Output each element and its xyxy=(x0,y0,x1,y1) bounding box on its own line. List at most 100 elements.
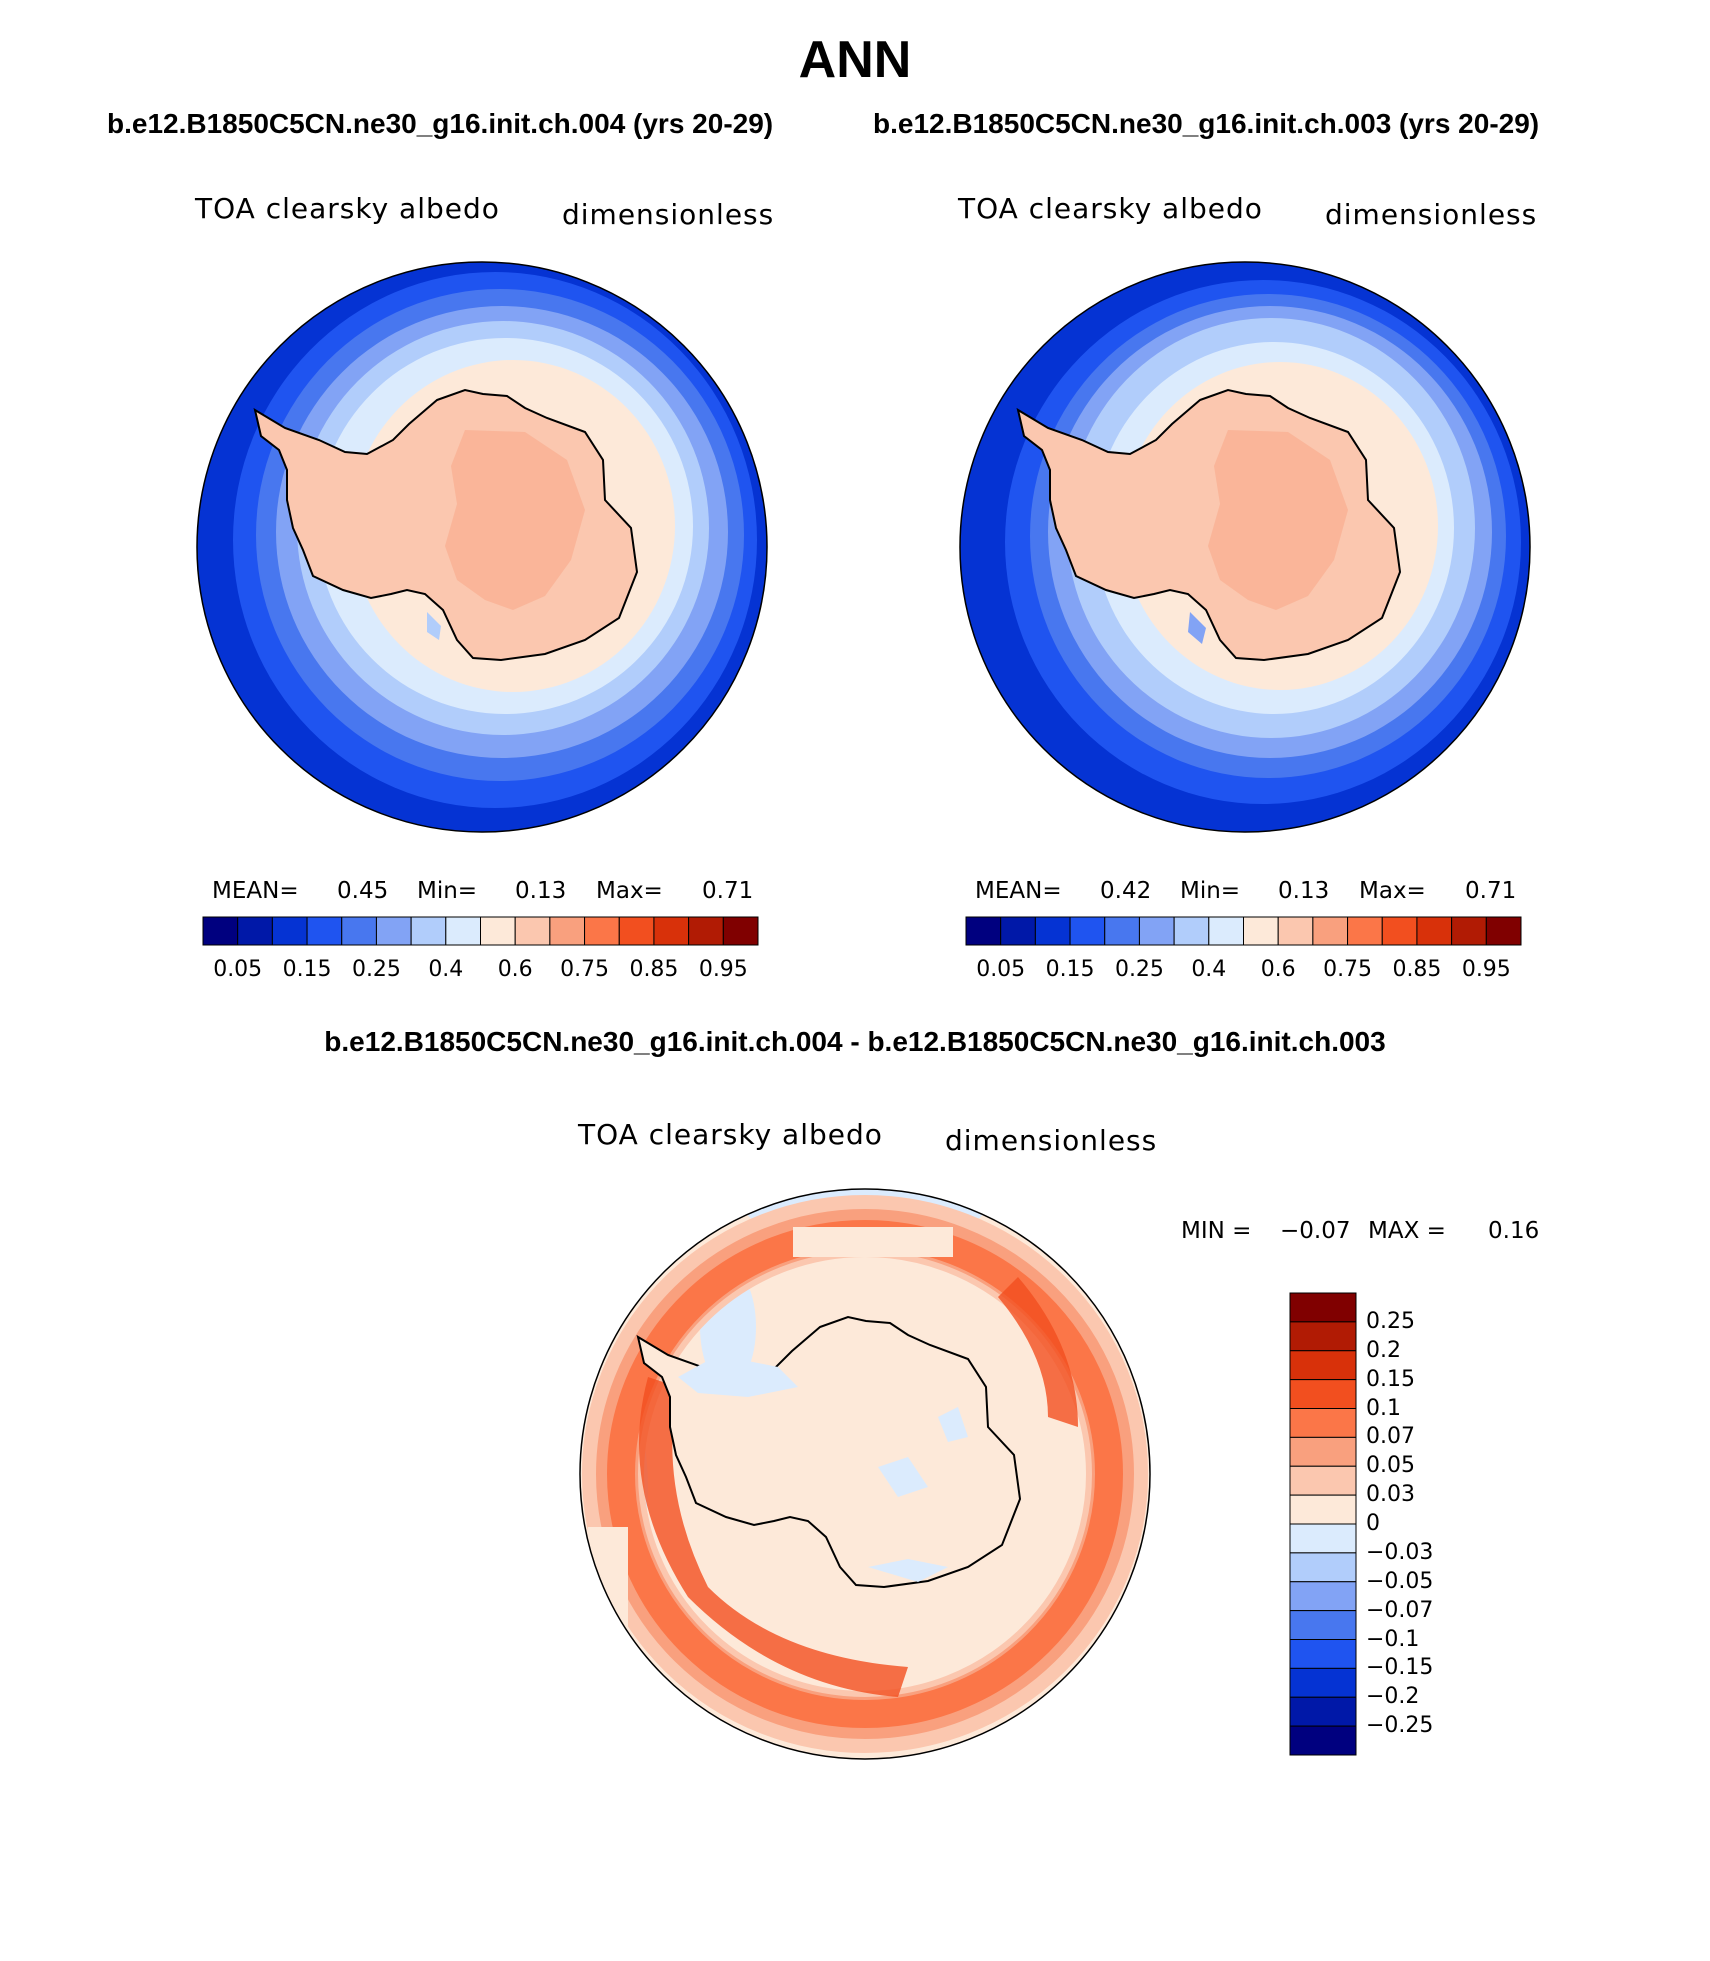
control-colorbar-box xyxy=(1138,916,1175,946)
diff-colorbar-tick-label: 0.07 xyxy=(1366,1424,1415,1450)
control-mean-label: MEAN= xyxy=(975,878,1062,904)
control-variable-label: TOA clearsky albedo xyxy=(958,192,1263,225)
diff-min-value: −0.07 xyxy=(1280,1218,1351,1244)
diff-colorbar-tick-label: 0.03 xyxy=(1366,1482,1415,1508)
control-colorbar-box xyxy=(1208,916,1244,946)
control-colorbar-box xyxy=(1069,916,1106,946)
difference-polar-map xyxy=(579,1188,1151,1760)
diff-colorbar-box xyxy=(1289,1725,1357,1756)
diff-max-label: MAX = xyxy=(1368,1218,1446,1244)
diff-colorbar-tick-label: 0.05 xyxy=(1366,1453,1415,1479)
case-colorbar-box xyxy=(549,916,586,946)
case-colorbar-tick-label: 0.15 xyxy=(282,957,332,982)
control-colorbar-tick-label: 0.75 xyxy=(1323,957,1373,982)
case-max-value: 0.71 xyxy=(702,878,754,904)
case-colorbar-tick-label: 0.6 xyxy=(497,957,533,982)
control-colorbar-box xyxy=(1381,916,1418,946)
control-max-value: 0.71 xyxy=(1465,878,1517,904)
diff-colorbar-tick-label: −0.25 xyxy=(1366,1713,1434,1739)
control-colorbar-tick-label: 0.6 xyxy=(1260,957,1296,982)
diff-colorbar-tick-label: −0.07 xyxy=(1366,1597,1434,1623)
diff-max-value: 0.16 xyxy=(1488,1218,1540,1244)
control-units-label: dimensionless xyxy=(1325,198,1538,231)
case-colorbar-tick-label: 0.95 xyxy=(698,957,748,982)
control-colorbar-box xyxy=(1104,916,1140,946)
control-colorbar-tick-label: 0.4 xyxy=(1191,957,1227,982)
diff-colorbar-box xyxy=(1289,1581,1357,1612)
control-colorbar-box xyxy=(1034,916,1071,946)
case-colorbar-box xyxy=(514,916,551,946)
diff-colorbar-box xyxy=(1289,1436,1357,1467)
case-colorbar-tick-label: 0.85 xyxy=(629,957,679,982)
case-colorbar-box xyxy=(584,916,620,946)
diff-colorbar-tick-label: −0.1 xyxy=(1366,1626,1420,1652)
case-colorbar-box xyxy=(480,916,516,946)
case-colorbar-box xyxy=(237,916,273,946)
diff-colorbar-tick-label: −0.15 xyxy=(1366,1655,1434,1681)
case-min-value: 0.13 xyxy=(515,878,567,904)
control-colorbar-tick-label: 0.85 xyxy=(1392,957,1442,982)
case-run-title: b.e12.B1850C5CN.ne30_g16.init.ch.004 (yr… xyxy=(107,108,774,139)
diff-colorbar-tick-label: 0.2 xyxy=(1366,1337,1401,1363)
case-colorbar-box xyxy=(202,916,239,946)
case-polar-map xyxy=(196,261,768,833)
diff-units-label: dimensionless xyxy=(945,1124,1158,1157)
control-colorbar-tick-label: 0.95 xyxy=(1461,957,1511,982)
control-colorbar-tick-label: 0.25 xyxy=(1114,957,1164,982)
case-colorbar-tick-label: 0.4 xyxy=(428,957,464,982)
diff-colorbar-box xyxy=(1289,1494,1357,1525)
diff-colorbar-box xyxy=(1289,1350,1357,1381)
diff-colorbar-box xyxy=(1289,1408,1357,1438)
control-colorbar-box xyxy=(1451,916,1487,946)
antarctica-coastline xyxy=(1016,388,1402,662)
control-colorbar-box xyxy=(965,916,1002,946)
diff-colorbar-box xyxy=(1289,1523,1357,1554)
case-colorbar-box xyxy=(341,916,377,946)
diff-colorbar-tick-label: −0.05 xyxy=(1366,1568,1434,1594)
diff-colorbar-box xyxy=(1289,1465,1357,1496)
case-colorbar-box xyxy=(375,916,412,946)
case-colorbar-box xyxy=(445,916,481,946)
diff-colorbar-box xyxy=(1289,1379,1357,1409)
diff-colorbar-tick-label: 0 xyxy=(1366,1511,1380,1536)
control-polar-map xyxy=(959,261,1531,833)
diff-variable-label: TOA clearsky albedo xyxy=(578,1118,883,1151)
control-colorbar-box xyxy=(1173,916,1210,946)
case-colorbar-box xyxy=(306,916,343,946)
case-colorbar-box xyxy=(722,916,759,946)
diff-colorbar-tick-label: 0.25 xyxy=(1366,1308,1415,1334)
case-min-label: Min= xyxy=(417,878,478,904)
diff-colorbar-box xyxy=(1289,1610,1357,1640)
control-colorbar xyxy=(965,916,1522,946)
control-min-value: 0.13 xyxy=(1278,878,1330,904)
diff-colorbar-box xyxy=(1289,1292,1357,1323)
case-colorbar-tick-label: 0.25 xyxy=(351,957,401,982)
case-mean-value: 0.45 xyxy=(337,878,389,904)
diff-colorbar-box xyxy=(1289,1639,1357,1669)
difference-title: b.e12.B1850C5CN.ne30_g16.init.ch.004 - b… xyxy=(324,1026,1386,1057)
control-run-title: b.e12.B1850C5CN.ne30_g16.init.ch.003 (yr… xyxy=(873,108,1540,139)
diff-colorbar-box xyxy=(1289,1321,1357,1352)
difference-colorbar xyxy=(1289,1292,1357,1756)
diff-colorbar-box xyxy=(1289,1667,1357,1698)
control-min-label: Min= xyxy=(1180,878,1241,904)
control-colorbar-box xyxy=(1277,916,1314,946)
case-units-label: dimensionless xyxy=(562,198,775,231)
figure-title: ANN xyxy=(798,31,912,89)
control-mean-value: 0.42 xyxy=(1100,878,1152,904)
case-colorbar-box xyxy=(618,916,655,946)
case-variable-label: TOA clearsky albedo xyxy=(195,192,500,225)
diff-colorbar-tick-label: 0.15 xyxy=(1366,1366,1415,1392)
diff-colorbar-box xyxy=(1289,1552,1357,1583)
diff-colorbar-box xyxy=(1289,1696,1357,1727)
diff-colorbar-tick-label: −0.03 xyxy=(1366,1539,1434,1565)
control-max-label: Max= xyxy=(1359,878,1426,904)
antarctica-coastline xyxy=(253,388,639,662)
case-colorbar-box xyxy=(653,916,690,946)
case-colorbar-box xyxy=(271,916,308,946)
case-mean-label: MEAN= xyxy=(212,878,299,904)
control-colorbar-box xyxy=(1243,916,1279,946)
control-colorbar-box xyxy=(1416,916,1453,946)
control-colorbar-box xyxy=(1312,916,1349,946)
case-colorbar-tick-label: 0.05 xyxy=(213,957,263,982)
